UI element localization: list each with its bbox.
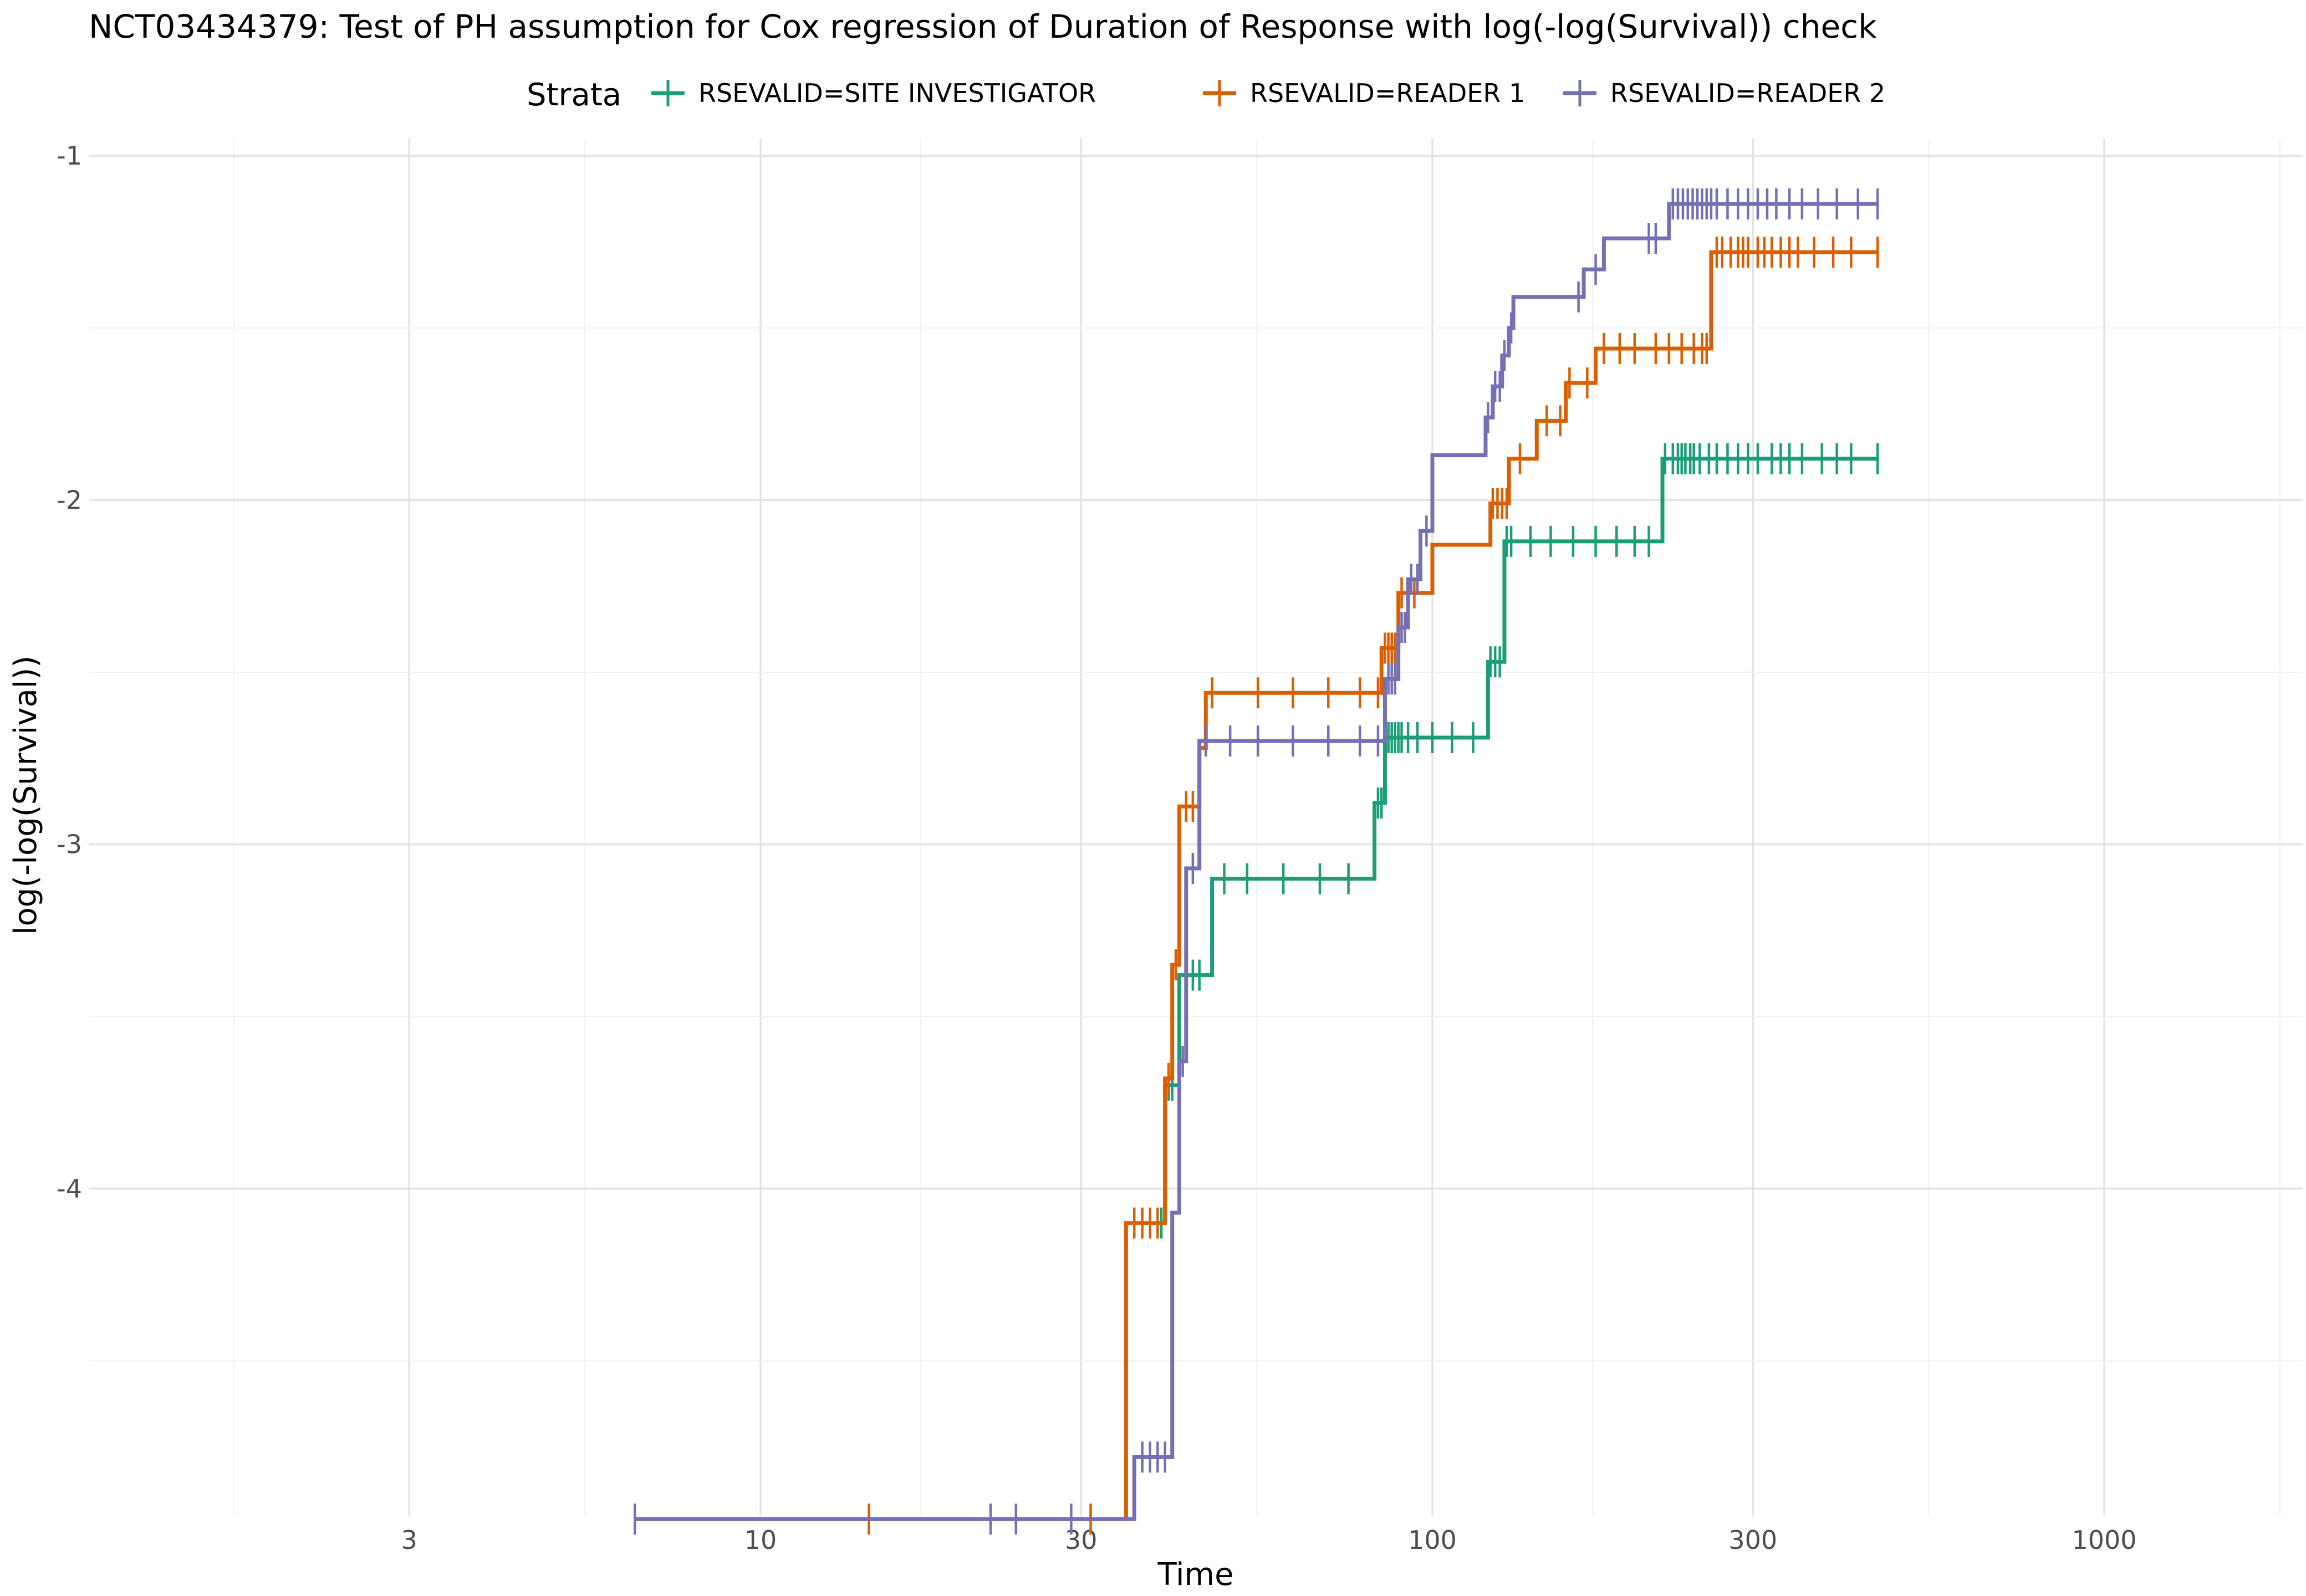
x-axis-title: Time bbox=[1157, 1557, 1233, 1593]
x-tick-label: 30 bbox=[1065, 1525, 1098, 1555]
series-line bbox=[635, 250, 1878, 1521]
y-axis-title: log(-log(Survival)) bbox=[8, 656, 44, 935]
x-tick-label: 300 bbox=[1728, 1525, 1777, 1555]
legend: Strata RSEVALID=SITE INVESTIGATOR RSEVALI… bbox=[527, 77, 1885, 113]
series-rsevalid-reader-1 bbox=[635, 237, 1879, 1535]
x-tick-label: 10 bbox=[744, 1525, 777, 1555]
legend-label: RSEVALID=READER 2 bbox=[1610, 78, 1885, 108]
legend-label: RSEVALID=READER 1 bbox=[1250, 78, 1525, 108]
legend-title: Strata bbox=[527, 77, 621, 113]
legend-entry-rsevalid-site-investigator: RSEVALID=SITE INVESTIGATOR bbox=[651, 78, 1096, 108]
chart-title: NCT03434379: Test of PH assumption for C… bbox=[89, 8, 1877, 45]
x-tick-label: 3 bbox=[401, 1525, 417, 1555]
series-line bbox=[1157, 457, 1878, 1225]
y-tick-label: -3 bbox=[57, 830, 82, 860]
y-tick-label: -1 bbox=[57, 141, 82, 171]
y-tick-label: -4 bbox=[57, 1174, 82, 1204]
y-tick-label: -2 bbox=[57, 485, 82, 515]
legend-label: RSEVALID=SITE INVESTIGATOR bbox=[698, 78, 1096, 108]
series-rsevalid-site-investigator bbox=[1157, 443, 1879, 1239]
y-axis-ticks: -4 -3 -2 -1 bbox=[57, 141, 82, 1204]
x-tick-label: 100 bbox=[1408, 1525, 1457, 1555]
series-rsevalid-reader-2 bbox=[634, 188, 1879, 1535]
legend-entry-rsevalid-reader-1: RSEVALID=READER 1 bbox=[1203, 78, 1525, 108]
x-tick-label: 1000 bbox=[2072, 1525, 2136, 1555]
x-axis-ticks: 3 10 30 100 300 1000 bbox=[401, 1525, 2137, 1555]
grid bbox=[89, 139, 2303, 1516]
legend-entry-rsevalid-reader-2: RSEVALID=READER 2 bbox=[1563, 78, 1885, 108]
series-layer bbox=[634, 188, 1879, 1535]
